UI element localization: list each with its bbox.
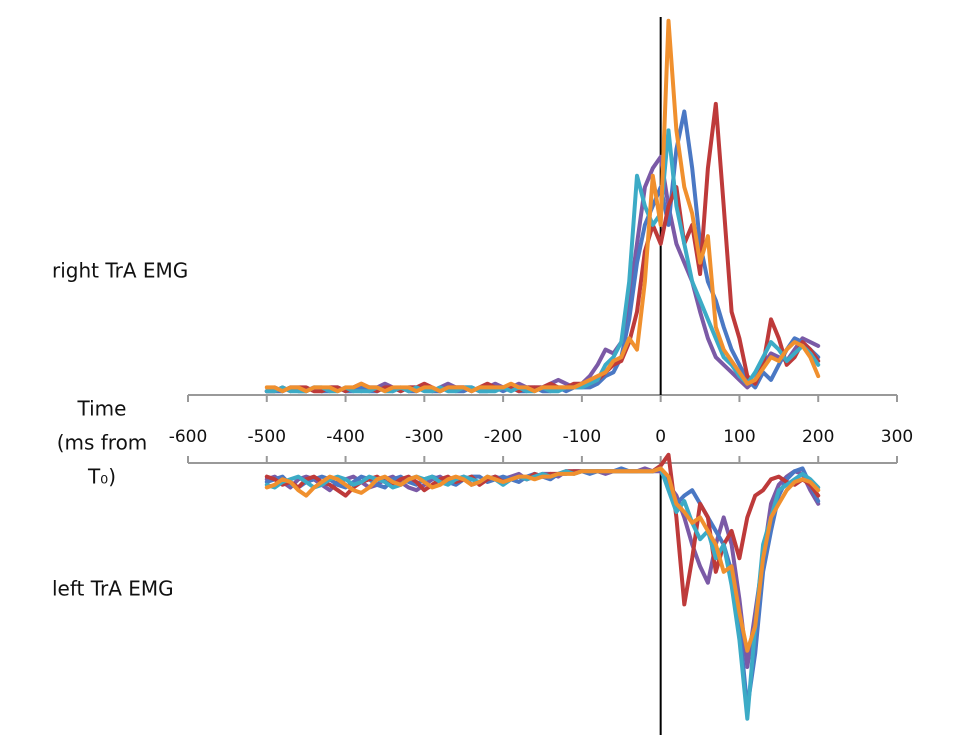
y-label: right TrA EMG [52, 259, 188, 283]
emg-trace [264, 109, 821, 394]
x-tick-label: 200 [802, 427, 834, 447]
x-tick-label: -400 [326, 427, 365, 447]
emg-trace [264, 101, 821, 394]
x-label: T₀) [87, 465, 116, 489]
x-tick-label: -300 [405, 427, 444, 447]
x-tick-label: 100 [723, 427, 755, 447]
emg-trace [264, 128, 821, 394]
y-label: left TrA EMG [52, 577, 174, 601]
emg-trace [264, 466, 821, 653]
x-tick-label: -100 [563, 427, 602, 447]
emg-trace [264, 18, 821, 394]
x-label: Time [77, 397, 127, 421]
x-tick-label: -600 [169, 427, 208, 447]
x-tick-label: -500 [247, 427, 286, 447]
emg-trace [264, 466, 821, 669]
emg-trace [264, 466, 821, 721]
x-label: (ms from [57, 431, 148, 455]
x-tick-label: 300 [881, 427, 913, 447]
x-tick-label: -200 [484, 427, 523, 447]
x-tick-label: 0 [655, 427, 666, 447]
